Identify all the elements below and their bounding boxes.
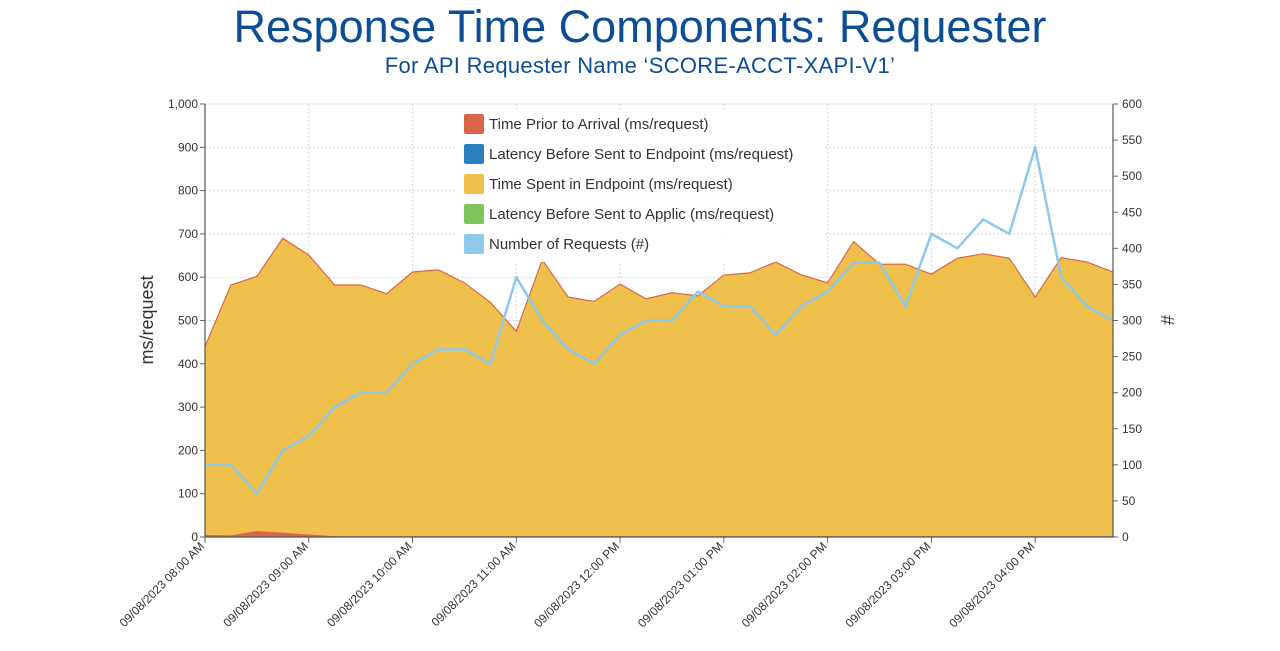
y-tick-label: 400 bbox=[178, 357, 198, 371]
y-tick-label: 800 bbox=[178, 184, 198, 198]
y-tick-label: 900 bbox=[178, 140, 198, 154]
legend-swatch-latency-before-sent-to-endpoint-ms-request bbox=[464, 144, 484, 164]
legend: Time Prior to Arrival (ms/request) Latenc… bbox=[455, 110, 825, 262]
area-top-outline bbox=[204, 237, 1114, 347]
legend-swatch-time-prior-to-arrival-ms-request bbox=[464, 114, 484, 134]
x-tick-label: 09/08/2023 09:00 AM bbox=[220, 539, 311, 630]
y2-tick-label: 400 bbox=[1122, 241, 1142, 255]
x-tick-label: 09/08/2023 01:00 PM bbox=[635, 539, 726, 630]
x-tick-label: 09/08/2023 04:00 PM bbox=[946, 539, 1037, 630]
y2-tick-label: 100 bbox=[1122, 458, 1142, 472]
y2-tick-label: 50 bbox=[1122, 494, 1136, 508]
y2-tick-label: 550 bbox=[1122, 133, 1142, 147]
x-tick-label: 09/08/2023 02:00 PM bbox=[739, 539, 830, 630]
legend-background bbox=[455, 110, 825, 262]
stacked-areas bbox=[204, 237, 1114, 537]
legend-label-latency-before-sent-to-applic-ms-request: Latency Before Sent to Applic (ms/reques… bbox=[489, 206, 774, 223]
y2-tick-label: 200 bbox=[1122, 386, 1142, 400]
y2-tick-label: 500 bbox=[1122, 169, 1142, 183]
x-tick-label: 09/08/2023 10:00 AM bbox=[324, 539, 415, 630]
y-tick-label: 1,000 bbox=[168, 97, 198, 111]
y2-tick-label: 600 bbox=[1122, 97, 1142, 111]
legend-label-time-spent-in-endpoint-ms-request: Time Spent in Endpoint (ms/request) bbox=[489, 176, 733, 193]
legend-swatch-latency-before-sent-to-applic-ms-request bbox=[464, 204, 484, 224]
legend-label-time-prior-to-arrival-ms-request: Time Prior to Arrival (ms/request) bbox=[489, 116, 709, 133]
y-axis-label: ms/request bbox=[137, 275, 157, 364]
y-tick-label: 600 bbox=[178, 270, 198, 284]
y-tick-label: 500 bbox=[178, 314, 198, 328]
y2-tick-label: 300 bbox=[1122, 314, 1142, 328]
area-time-spent-in-endpoint-ms-request bbox=[205, 238, 1113, 537]
y-tick-label: 0 bbox=[191, 530, 198, 544]
chart-subtitle: For API Requester Name ‘SCORE-ACCT-XAPI-… bbox=[384, 53, 896, 78]
y2-tick-label: 150 bbox=[1122, 422, 1142, 436]
y-tick-label: 300 bbox=[178, 400, 198, 414]
legend-swatch-number-of-requests bbox=[464, 234, 484, 254]
legend-label-number-of-requests: Number of Requests (#) bbox=[489, 236, 649, 253]
line-number-of-requests bbox=[205, 146, 1114, 495]
y-tick-label: 100 bbox=[178, 487, 198, 501]
x-tick-label: 09/08/2023 12:00 PM bbox=[531, 539, 622, 630]
x-tick-label: 09/08/2023 08:00 AM bbox=[117, 539, 208, 630]
x-tick-label: 09/08/2023 11:00 AM bbox=[428, 539, 518, 629]
y2-tick-label: 250 bbox=[1122, 350, 1142, 364]
y2-tick-label: 0 bbox=[1122, 530, 1129, 544]
legend-label-latency-before-sent-to-endpoint-ms-request: Latency Before Sent to Endpoint (ms/requ… bbox=[489, 146, 793, 163]
y-tick-label: 200 bbox=[178, 443, 198, 457]
y2-tick-label: 350 bbox=[1122, 277, 1142, 291]
legend-swatch-time-spent-in-endpoint-ms-request bbox=[464, 174, 484, 194]
chart-title: Response Time Components: Requester bbox=[233, 1, 1047, 52]
y2-axis-label: # bbox=[1157, 315, 1177, 325]
y2-tick-label: 450 bbox=[1122, 205, 1142, 219]
x-tick-label: 09/08/2023 03:00 PM bbox=[842, 539, 933, 630]
area-time-prior-to-arrival-ms-request bbox=[205, 530, 1113, 537]
y-tick-label: 700 bbox=[178, 227, 198, 241]
